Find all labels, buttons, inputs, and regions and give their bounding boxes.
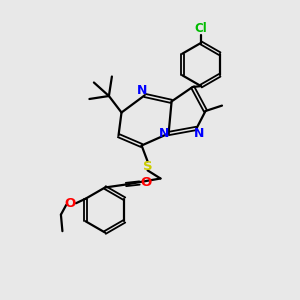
Text: N: N — [137, 84, 147, 97]
Text: Cl: Cl — [195, 22, 207, 35]
Text: N: N — [159, 127, 169, 140]
Text: O: O — [64, 197, 76, 210]
Text: S: S — [143, 160, 152, 173]
Text: O: O — [140, 176, 151, 190]
Text: N: N — [194, 127, 205, 140]
